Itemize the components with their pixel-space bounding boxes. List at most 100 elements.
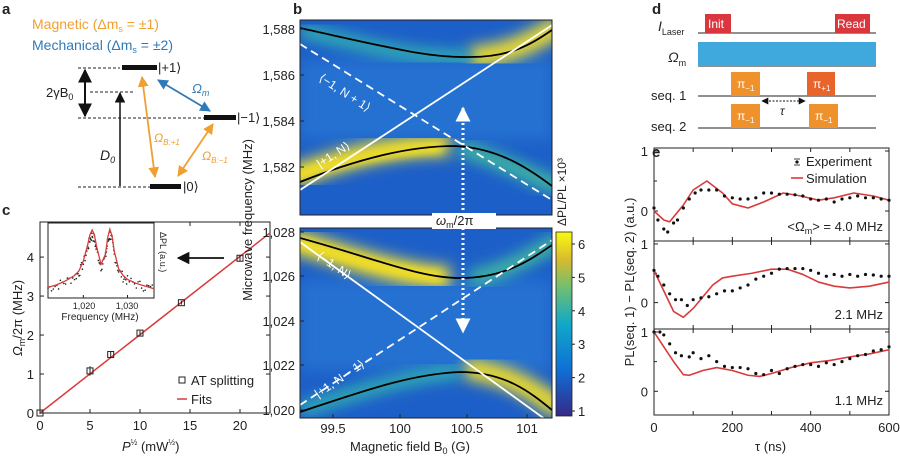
e-experiment-point	[879, 197, 883, 201]
inset-data-point	[123, 278, 125, 280]
level-minus1	[204, 115, 236, 120]
b-ylabel: Microwave frequency (MHz)	[240, 139, 255, 301]
inset-xlabel: Frequency (MHz)	[61, 312, 138, 323]
upper-branch-curve	[300, 27, 552, 58]
e-experiment-point	[856, 194, 860, 198]
bottom-lower-branch-curve	[300, 371, 552, 413]
inset-data-point	[79, 274, 81, 277]
state-minus1: |−1⟩	[237, 110, 260, 125]
e-experiment-point	[887, 345, 891, 349]
e-experiment-point	[754, 277, 758, 281]
e-ytick-label: 1	[641, 144, 648, 159]
e-experiment-point	[685, 303, 689, 308]
state-zero: |0⟩	[183, 179, 199, 194]
e-experiment-point	[738, 286, 742, 290]
e-experiment-point	[666, 230, 670, 234]
inset-data-point	[77, 272, 79, 275]
inset-data-point	[139, 280, 141, 283]
e-experiment-point	[816, 364, 821, 368]
pi-plus-pulse	[807, 72, 835, 96]
e-experiment-point	[793, 193, 797, 197]
omega-m-splitting-label: ωm/2π	[436, 213, 473, 230]
tau-label: τ	[780, 104, 786, 118]
b-top-ytick-label: 1,584	[262, 114, 295, 129]
e-experiment-point	[707, 354, 711, 358]
inset-data-point	[120, 276, 123, 278]
c-ytick-label: 4	[27, 250, 34, 265]
inset-data-point	[81, 268, 84, 271]
inset-data-point	[146, 284, 148, 286]
e-experiment-point	[730, 196, 734, 200]
read-pulse	[835, 14, 870, 33]
inset-data-point	[52, 288, 55, 290]
e-ytick-label: 0	[641, 296, 648, 311]
e-experiment-point	[675, 218, 680, 222]
e-experiment-point	[687, 355, 691, 359]
e-experiment-point	[656, 274, 660, 278]
e-experiment-point	[722, 364, 727, 368]
e-experiment-point	[681, 206, 685, 210]
e-rabi-label: 2.1 MHz	[835, 307, 883, 322]
inset-data-point	[73, 278, 76, 281]
inset-data-point	[84, 259, 86, 262]
e-experiment-point	[762, 373, 766, 377]
omega-b-plus-label: ΩB:+1	[154, 131, 180, 147]
row-seq1-label: seq. 1	[651, 88, 686, 103]
e-experiment-point	[793, 364, 797, 368]
inset-data-point	[59, 279, 62, 282]
panel-label-c: c	[2, 202, 10, 219]
colorbar-tick-label: 5	[578, 270, 585, 285]
c-inset: 1,020 1,030 Frequency (MHz) ΔPL (a.u.)	[47, 222, 168, 323]
inset-data-point	[142, 290, 145, 292]
e-experiment-point	[863, 196, 868, 200]
e-xtick-label: 200	[721, 420, 743, 435]
panel-e-chart: e 0 1 <Ωm> = 4.0 MHz 0 1 2.1 MHz 0 1 1.1 MHz 0 200…	[622, 144, 900, 454]
b-top-ytick-label: 1,582	[262, 160, 295, 175]
c-data-point	[86, 367, 94, 375]
c-legend: AT splitting Fits	[177, 373, 254, 407]
inset-ylabel: ΔPL (a.u.)	[158, 232, 168, 272]
e-experiment-point	[679, 298, 684, 302]
e-experiment-point	[707, 295, 711, 299]
inset-data-point	[89, 241, 91, 243]
inset-marks	[47, 227, 155, 298]
inset-data-point	[128, 281, 131, 283]
e-experiment-point	[699, 296, 703, 300]
c-xlabel: P½ (mW½)	[122, 438, 179, 454]
inset-data-point	[109, 238, 112, 240]
e-experiment-point	[730, 365, 734, 370]
e-experiment-point	[785, 192, 789, 196]
e-rabi-label: <Ωm> = 4.0 MHz	[787, 219, 883, 236]
e-experiment-point	[715, 292, 719, 296]
panel-c-chart: c 0 5 10 15 20 0 1 2 3 4 Ωm/2π (MHz) P½ (mW½) AT …	[2, 202, 271, 454]
inset-data-point	[101, 268, 103, 271]
panel-label-b: b	[293, 1, 302, 18]
e-experiment-point	[801, 194, 805, 198]
omega-b-minus-label: ΩB:−1	[202, 149, 228, 165]
inset-data-point	[108, 239, 110, 241]
legend-at-marker	[178, 376, 186, 384]
omega-m-arrow	[157, 79, 211, 112]
row-laser-label: ILaser	[658, 18, 684, 37]
e-experiment-point	[777, 192, 781, 196]
e-experiment-point	[863, 272, 868, 277]
heatmap-bottom-frame	[299, 227, 553, 419]
inset-data-point	[90, 239, 93, 242]
legend-experiment-marker	[795, 160, 799, 164]
e-experiment-point	[777, 267, 781, 271]
d0-label: D0	[100, 147, 115, 165]
e-experiment-point	[824, 361, 828, 365]
legend-simulation-label: Simulation	[806, 171, 867, 186]
e-experiment-point	[832, 362, 836, 367]
b-bottom-ytick-label: 1,026	[262, 269, 295, 284]
c-ylabel: Ωm/2π (MHz)	[10, 280, 27, 356]
e-xlabel: τ (ns)	[755, 439, 786, 454]
inset-data-point	[144, 289, 146, 291]
inset-xtick: 1,030	[116, 301, 139, 311]
heatmap-bottom	[300, 228, 552, 418]
colorbar-tick-label: 1	[578, 404, 585, 419]
e-experiment-point	[785, 367, 789, 371]
inset-data-point	[70, 282, 72, 284]
e-experiment-point	[840, 197, 844, 201]
c-data-point	[177, 299, 185, 307]
